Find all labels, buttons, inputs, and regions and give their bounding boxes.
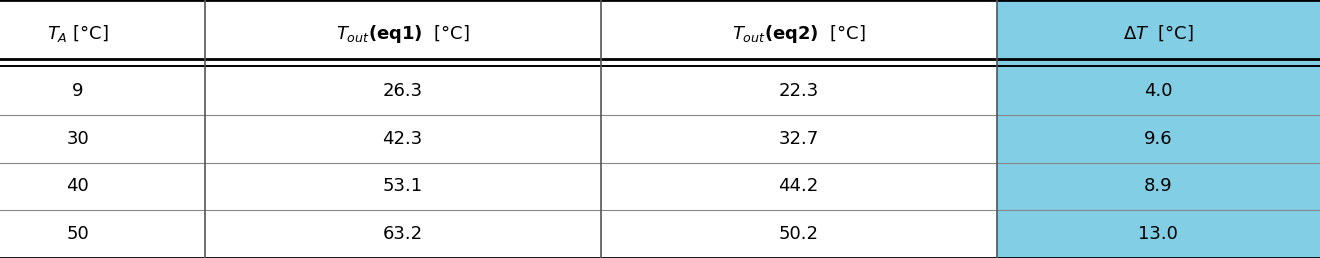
Text: 8.9: 8.9 <box>1144 178 1172 195</box>
Text: $\Delta T$  [°C]: $\Delta T$ [°C] <box>1123 24 1193 43</box>
Text: $T_{out}$$\mathbf{(eq1)}$  [°C]: $T_{out}$$\mathbf{(eq1)}$ [°C] <box>335 22 470 45</box>
Bar <box>997 210 1320 258</box>
Text: 53.1: 53.1 <box>383 178 422 195</box>
Bar <box>997 67 1320 115</box>
Text: $T_{out}$$\mathbf{(eq2)}$  [°C]: $T_{out}$$\mathbf{(eq2)}$ [°C] <box>731 22 866 45</box>
Text: 26.3: 26.3 <box>383 82 422 100</box>
Text: $T_A$ [°C]: $T_A$ [°C] <box>46 23 108 44</box>
Text: 13.0: 13.0 <box>1138 225 1179 243</box>
Text: 50: 50 <box>66 225 90 243</box>
Text: 9: 9 <box>73 82 83 100</box>
Text: 40: 40 <box>66 178 90 195</box>
Bar <box>997 115 1320 163</box>
Text: 30: 30 <box>66 130 90 148</box>
Text: 42.3: 42.3 <box>383 130 422 148</box>
Text: 32.7: 32.7 <box>779 130 818 148</box>
Bar <box>997 163 1320 210</box>
Text: 44.2: 44.2 <box>779 178 818 195</box>
Text: 9.6: 9.6 <box>1144 130 1172 148</box>
Text: 63.2: 63.2 <box>383 225 422 243</box>
Bar <box>997 0 1320 67</box>
Text: 50.2: 50.2 <box>779 225 818 243</box>
Text: 4.0: 4.0 <box>1144 82 1172 100</box>
Text: 22.3: 22.3 <box>779 82 818 100</box>
